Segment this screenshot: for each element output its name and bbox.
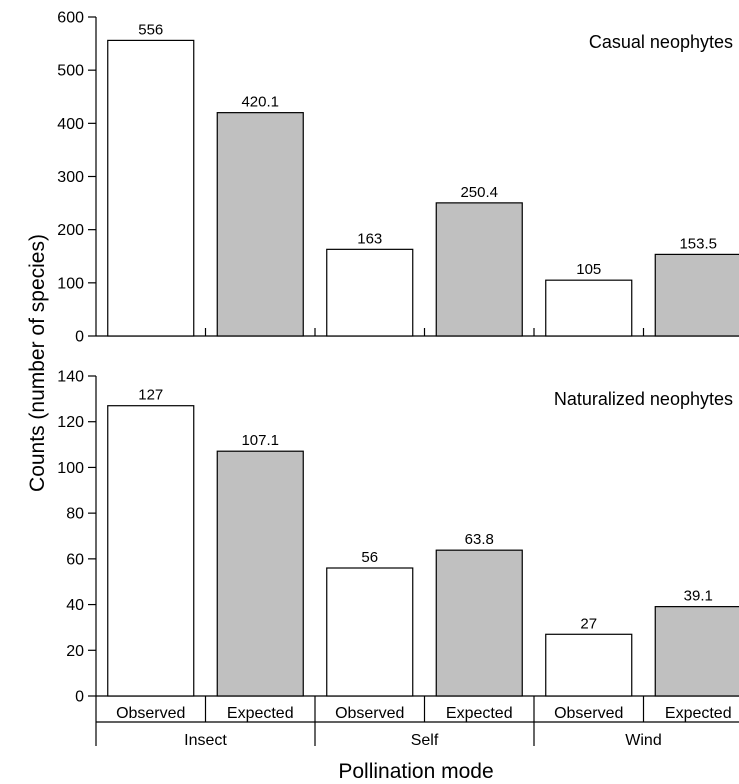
bar-value-label: 56 bbox=[361, 549, 378, 566]
expected-bar-self-naturalized bbox=[435, 549, 523, 697]
y-tick-label-casual: 0 bbox=[75, 329, 84, 346]
category-label-observed: Observed bbox=[554, 705, 623, 722]
category-label-observed: Observed bbox=[335, 705, 404, 722]
bar-value-label: 163 bbox=[357, 230, 382, 247]
expected-bar-wind-casual bbox=[654, 253, 739, 337]
bar-value-label: 105 bbox=[576, 261, 601, 278]
y-tick-label-naturalized: 100 bbox=[57, 460, 84, 477]
category-label-expected: Expected bbox=[227, 705, 294, 722]
category-label-observed: Observed bbox=[116, 705, 185, 722]
bar-value-label: 27 bbox=[580, 615, 597, 632]
x-axis: Observed Expected Observed Expected Observed… bbox=[95, 696, 739, 749]
naturalized-neophytes-panel: Naturalized neophytes 0 20 40 60 80 100 120 140… bbox=[57, 369, 739, 706]
casual-neophytes-panel: Casual neophytes 0 100 200 300 400 500 600 556 4… bbox=[57, 10, 739, 346]
observed-bar-wind-casual bbox=[545, 279, 633, 337]
bar-value-label: 420.1 bbox=[241, 94, 279, 111]
observed-bar-insect-naturalized bbox=[107, 405, 195, 697]
panel-title-casual: Casual neophytes bbox=[589, 32, 733, 52]
y-tick-label-naturalized: 40 bbox=[66, 597, 84, 614]
observed-bar-self-naturalized bbox=[326, 567, 414, 697]
bar-value-label: 556 bbox=[138, 21, 163, 38]
bar-value-label: 127 bbox=[138, 387, 163, 404]
group-label-insect: Insect bbox=[184, 732, 227, 749]
expected-bar-self-casual bbox=[435, 202, 523, 337]
expected-bar-insect-casual bbox=[216, 112, 304, 337]
bar-value-label: 39.1 bbox=[684, 588, 713, 605]
category-label-expected: Expected bbox=[665, 705, 732, 722]
y-tick-label-casual: 200 bbox=[57, 222, 84, 239]
expected-bar-wind-naturalized bbox=[654, 606, 739, 697]
y-tick-label-casual: 100 bbox=[57, 275, 84, 292]
expected-bar-insect-naturalized bbox=[216, 450, 304, 697]
y-tick-label-naturalized: 120 bbox=[57, 414, 84, 431]
y-tick-label-naturalized: 80 bbox=[66, 506, 84, 523]
category-label-expected: Expected bbox=[446, 705, 513, 722]
y-tick-label-casual: 600 bbox=[57, 10, 84, 27]
observed-bar-insect-casual bbox=[107, 39, 195, 337]
group-label-self: Self bbox=[411, 732, 439, 749]
bar-value-label: 63.8 bbox=[465, 531, 494, 548]
bar-value-label: 250.4 bbox=[460, 184, 498, 201]
y-tick-label-naturalized: 0 bbox=[75, 689, 84, 706]
y-tick-label-casual: 400 bbox=[57, 116, 84, 133]
y-tick-label-naturalized: 20 bbox=[66, 643, 84, 660]
y-tick-label-naturalized: 140 bbox=[57, 369, 84, 386]
bar-value-label: 107.1 bbox=[241, 432, 279, 449]
panel-title-naturalized: Naturalized neophytes bbox=[554, 389, 733, 409]
y-tick-label-casual: 500 bbox=[57, 63, 84, 80]
observed-bar-wind-naturalized bbox=[545, 633, 633, 697]
group-label-wind: Wind bbox=[625, 732, 661, 749]
bar-value-label: 153.5 bbox=[679, 235, 717, 252]
y-tick-label-naturalized: 60 bbox=[66, 551, 84, 568]
y-axis-title: Counts (number of species) bbox=[26, 234, 49, 492]
y-tick-label-casual: 300 bbox=[57, 169, 84, 186]
x-axis-title: Pollination mode bbox=[338, 760, 493, 783]
observed-bar-self-casual bbox=[326, 248, 414, 337]
